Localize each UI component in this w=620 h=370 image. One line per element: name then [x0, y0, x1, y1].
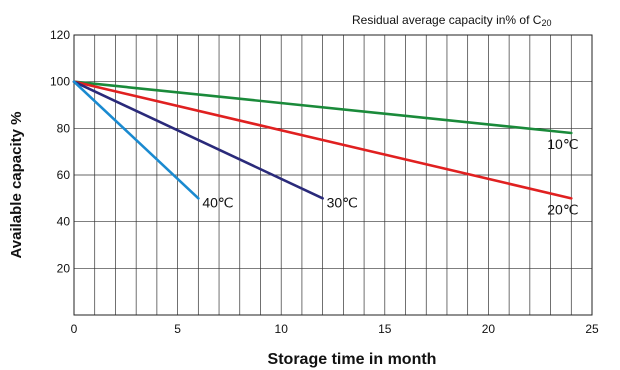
y-ticks: 20 40 60 80 100 120	[50, 28, 70, 275]
series-line	[72, 80, 324, 200]
chart-subtitle-main: Residual average capacity in% of C	[352, 13, 542, 27]
x-tick-label: 25	[585, 322, 599, 336]
series-label: 20℃	[547, 201, 578, 217]
x-ticks: 0 5 10 15 20 25	[71, 322, 599, 336]
x-tick-label: 10	[275, 322, 289, 336]
plot-border	[73, 34, 593, 316]
chart-subtitle-sub: 20	[541, 18, 551, 28]
y-tick-label: 120	[50, 28, 70, 42]
x-tick-label: 15	[378, 322, 392, 336]
x-tick-label: 20	[482, 322, 496, 336]
y-tick-label: 100	[50, 75, 70, 89]
series-line	[72, 80, 200, 200]
x-axis-label: Storage time in month	[268, 351, 437, 368]
series-label: 40℃	[202, 194, 233, 210]
series-label: 10℃	[547, 136, 578, 152]
x-tick-label: 0	[71, 322, 78, 336]
grid	[74, 35, 592, 315]
x-tick-label: 5	[174, 322, 181, 336]
y-axis-label: Available capacity %	[8, 111, 25, 258]
chart-subtitle: Residual average capacity in% of C20	[352, 13, 551, 28]
y-tick-label: 60	[57, 168, 71, 182]
plot-frame	[73, 34, 593, 316]
series-line	[72, 80, 573, 135]
y-tick-label: 80	[57, 121, 71, 135]
y-tick-label: 20	[57, 261, 71, 275]
series-lines	[72, 80, 573, 200]
series-labels: 10℃ 20℃ 30℃ 40℃	[202, 136, 578, 217]
series-label: 30℃	[327, 194, 358, 210]
y-tick-label: 40	[57, 215, 71, 229]
series-line	[72, 80, 573, 200]
